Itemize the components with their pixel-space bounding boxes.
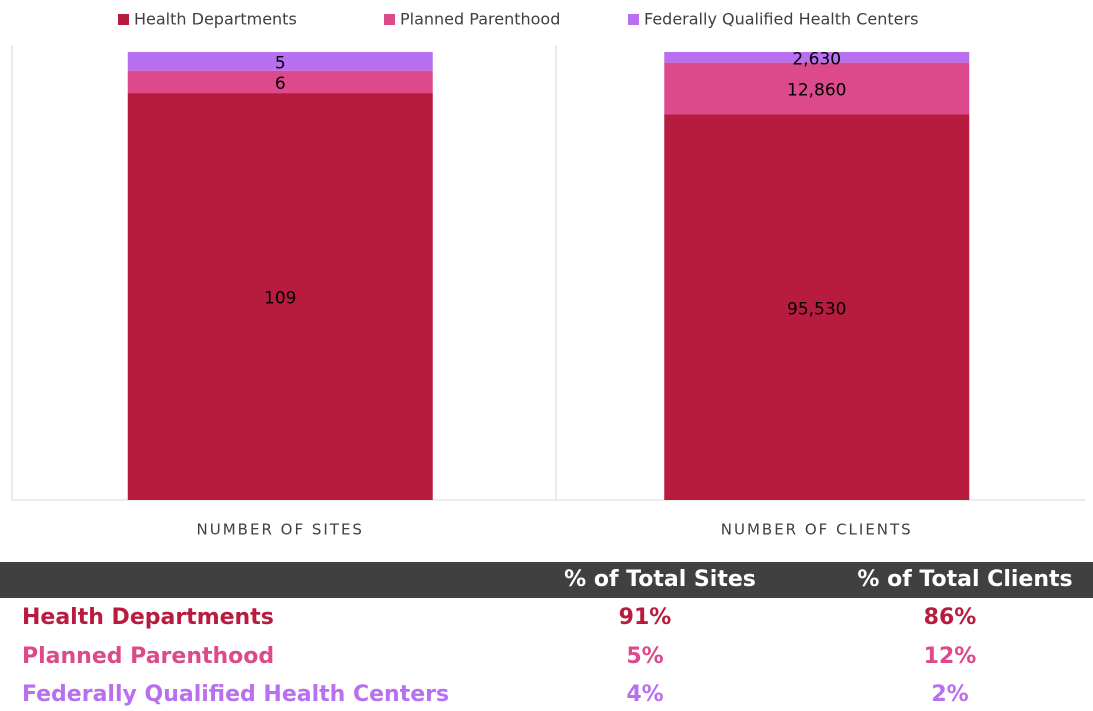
bar-segment <box>127 70 433 94</box>
table-cell: 12% <box>924 644 977 669</box>
legend-swatch <box>118 14 129 25</box>
row-label: Health Departments <box>22 605 274 630</box>
legend-label: Federally Qualified Health Centers <box>644 10 918 29</box>
data-label: 12,860 <box>787 81 846 101</box>
row-label: Federally Qualified Health Centers <box>22 682 449 707</box>
data-label: 5 <box>275 53 286 73</box>
data-label: 2,630 <box>792 49 841 69</box>
row-label: Planned Parenthood <box>22 644 274 669</box>
legend-label: Planned Parenthood <box>400 10 560 29</box>
table-cell: 4% <box>626 682 663 707</box>
legend-swatch <box>384 14 395 25</box>
table-cell: 2% <box>931 682 968 707</box>
data-label: 95,530 <box>787 299 846 319</box>
bar-segment <box>664 114 970 501</box>
bar-segment <box>664 62 970 115</box>
table-cell: 5% <box>626 644 663 669</box>
bar-segment <box>127 52 433 71</box>
legend-swatch <box>628 14 639 25</box>
bar-segment <box>127 93 433 501</box>
data-label: 109 <box>264 289 296 309</box>
bar-segment <box>664 52 970 63</box>
table-header: % of Total Clients <box>857 567 1072 592</box>
legend-label: Health Departments <box>134 10 297 29</box>
table-cell: 91% <box>619 605 672 630</box>
table-header-bg <box>0 562 1093 598</box>
data-label: 6 <box>275 74 286 94</box>
table-header: % of Total Sites <box>564 567 756 592</box>
category-label: NUMBER OF CLIENTS <box>721 521 913 539</box>
category-label: NUMBER OF SITES <box>197 521 364 539</box>
table-cell: 86% <box>924 605 977 630</box>
